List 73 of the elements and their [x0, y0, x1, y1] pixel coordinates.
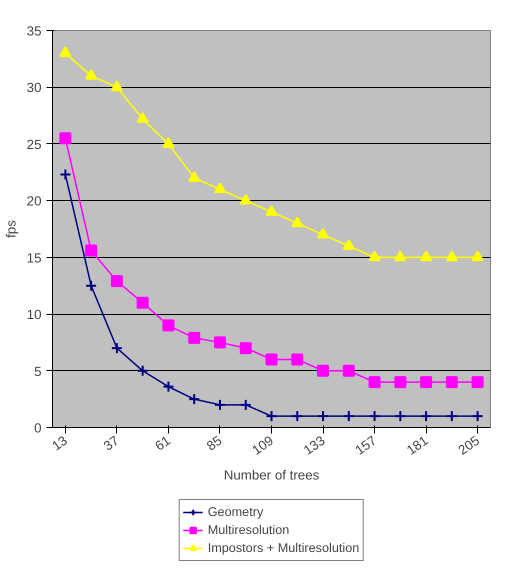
point	[59, 168, 72, 181]
point	[240, 194, 252, 205]
y-tick-label: 30	[26, 80, 42, 96]
point	[188, 393, 200, 406]
point	[317, 364, 330, 377]
point	[472, 250, 484, 262]
point	[188, 171, 200, 182]
point	[59, 132, 72, 144]
legend-label: Multiresolution	[208, 522, 290, 539]
point	[368, 410, 381, 422]
point	[420, 410, 432, 422]
y-tick-label: 0	[34, 420, 42, 436]
point	[266, 205, 278, 216]
point	[394, 250, 406, 262]
point	[420, 250, 432, 262]
point	[214, 398, 226, 411]
point	[136, 296, 149, 309]
x-tick-label: 133	[300, 432, 328, 458]
point	[162, 319, 174, 332]
point	[394, 410, 406, 422]
point	[472, 376, 484, 388]
point	[446, 376, 458, 388]
point	[266, 410, 278, 422]
y-tick-label: 25	[26, 136, 42, 152]
point	[162, 380, 174, 393]
point	[291, 353, 304, 366]
point	[291, 410, 304, 422]
point	[368, 376, 381, 388]
legend-label: Geometry	[208, 504, 264, 521]
point	[317, 228, 330, 239]
point	[394, 376, 406, 388]
y-tick-label: 5	[34, 364, 42, 379]
x-tick-label: 13	[49, 432, 70, 454]
point	[342, 364, 355, 377]
y-tick-label: 10	[26, 307, 42, 322]
x-tick-label: 157	[352, 432, 380, 458]
point	[240, 398, 252, 411]
point	[85, 280, 98, 292]
y-tick-label: 35	[26, 24, 42, 38]
point	[446, 250, 458, 262]
point	[240, 342, 252, 354]
legend-label: Impostors + Multiresolution	[208, 540, 360, 557]
point	[420, 376, 432, 388]
point	[472, 410, 484, 422]
point	[59, 46, 72, 58]
point	[368, 250, 381, 262]
y-tick-label: 20	[26, 194, 42, 209]
x-tick-label: 37	[100, 432, 122, 454]
point	[317, 410, 330, 422]
point	[136, 364, 149, 377]
point	[266, 353, 278, 366]
point	[110, 275, 123, 288]
point	[85, 69, 98, 80]
point	[188, 332, 200, 344]
point	[110, 80, 123, 92]
x-axis-title: Number of trees	[224, 467, 320, 482]
x-tick-label: 61	[152, 432, 174, 454]
x-tick-label: 205	[455, 432, 482, 458]
point	[342, 239, 355, 250]
x-tick-label: 181	[404, 432, 431, 458]
point	[162, 137, 174, 148]
point	[214, 336, 226, 348]
point	[110, 342, 123, 354]
point	[446, 410, 458, 422]
point	[342, 410, 355, 422]
point	[214, 182, 226, 194]
y-tick-label: 15	[26, 250, 42, 266]
point	[136, 112, 149, 123]
point	[85, 244, 98, 257]
point	[291, 216, 304, 228]
x-tick-label: 109	[249, 432, 276, 458]
y-axis-title: fps	[4, 220, 19, 238]
x-tick-label: 85	[204, 432, 225, 454]
